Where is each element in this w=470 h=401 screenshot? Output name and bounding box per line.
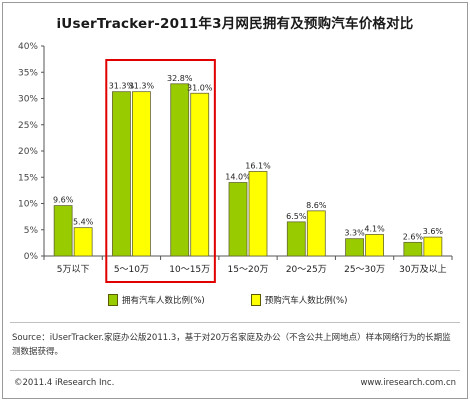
legend-swatch-owned	[108, 294, 118, 306]
footer: ©2011.4 iResearch Inc. www.iresearch.com…	[14, 378, 456, 388]
bar-planned	[132, 91, 151, 257]
y-tick-label: 0%	[24, 252, 39, 262]
footer-divider	[10, 370, 460, 371]
bar-owned	[403, 241, 423, 257]
copyright-text: ©2011.4 iResearch Inc.	[14, 378, 115, 388]
legend-item-planned: 预购汽车人数比例(%)	[250, 294, 348, 306]
bar-planned	[306, 210, 326, 257]
bar-planned	[423, 236, 443, 257]
y-tick-label: 35%	[18, 68, 38, 78]
bar-owned	[286, 221, 306, 257]
data-label-planned: 31.3%	[129, 82, 155, 91]
source-divider-top	[10, 322, 460, 323]
y-tick-label: 10%	[18, 200, 38, 210]
chart-title: iUserTracker-2011年3月网民拥有及预购汽车价格对比	[56, 16, 414, 32]
data-label-owned: 14.0%	[225, 173, 251, 182]
y-tick-label: 25%	[18, 121, 38, 131]
bar-planned	[248, 171, 268, 257]
x-tick-label: 30万及以上	[399, 264, 446, 275]
source-note: Source：iUserTracker.家庭办公版2011.3，基于对20万名家…	[12, 333, 451, 357]
data-label-owned: 6.5%	[286, 212, 307, 221]
data-label-owned: 2.6%	[403, 232, 424, 241]
legend-swatch-planned	[250, 294, 261, 306]
bar-owned	[170, 83, 190, 257]
chart-legend: 拥有汽车人数比例(%) 预购汽车人数比例(%)	[108, 294, 347, 306]
website-link[interactable]: www.iresearch.com.cn	[360, 378, 456, 388]
data-label-planned: 16.1%	[245, 161, 271, 170]
x-tick-label: 5～10万	[114, 265, 149, 275]
x-tick-label: 15～20万	[228, 265, 269, 275]
data-label-planned: 5.4%	[73, 218, 94, 227]
legend-label-owned: 拥有汽车人数比例(%)	[122, 296, 205, 306]
highlight-box	[105, 59, 216, 283]
bar-owned	[345, 238, 364, 257]
data-label-planned: 3.6%	[423, 227, 444, 236]
legend-label-planned: 预购汽车人数比例(%)	[264, 296, 348, 306]
y-tick-label: 15%	[18, 173, 38, 183]
bar-planned	[190, 92, 210, 257]
x-tick-label: 25～30万	[344, 265, 385, 275]
legend-item-owned: 拥有汽车人数比例(%)	[108, 294, 205, 306]
x-tick-label: 10～15万	[169, 265, 210, 275]
y-tick-label: 5%	[24, 226, 39, 236]
bar-planned	[365, 234, 384, 257]
y-tick-label: 40%	[18, 42, 38, 52]
y-tick-label: 30%	[18, 95, 38, 105]
data-label-planned: 31.0%	[187, 83, 213, 92]
data-label-owned: 31.3%	[109, 82, 135, 91]
x-tick-label: 5万以下	[57, 265, 90, 275]
bar-owned	[228, 182, 248, 257]
data-label-owned: 32.8%	[167, 74, 193, 83]
bar-owned	[53, 205, 73, 257]
data-label-planned: 4.1%	[364, 224, 385, 233]
data-label-owned: 9.6%	[53, 196, 74, 205]
x-tick-label: 20～25万	[286, 265, 327, 275]
data-label-planned: 8.6%	[306, 201, 327, 210]
bar-planned	[73, 227, 93, 257]
y-tick-label: 20%	[18, 147, 38, 157]
bar-owned	[112, 91, 131, 257]
data-label-owned: 3.3%	[344, 229, 365, 238]
